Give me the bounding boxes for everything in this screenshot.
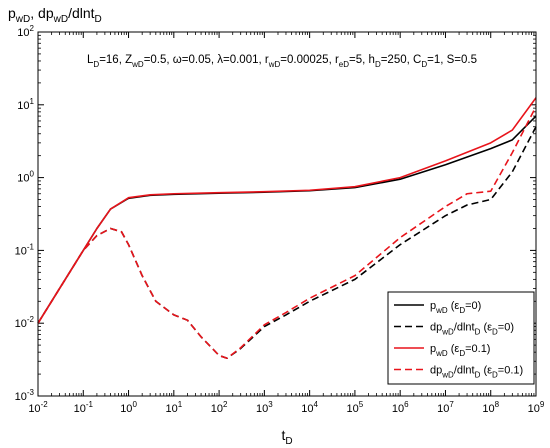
legend-label-part-3-3: D — [475, 371, 481, 380]
legend-label-part-3-4: (ε — [480, 365, 492, 377]
legend-box — [387, 291, 535, 385]
legend-label-part-1-1: wD — [441, 328, 454, 337]
legend-label-part-0-4: =0) — [465, 300, 481, 312]
legend-label-part-3-6: =0.1) — [498, 365, 523, 377]
annotation-part-0-10: =250, C — [381, 54, 422, 66]
legend-label-part-2-4: =0.1) — [465, 343, 490, 355]
axis-ticks: 10-2 10-1 100 101 102 103 104 105 106 107 108 109 10… — [15, 24, 545, 415]
legend-label-part-3-1: wD — [441, 371, 454, 380]
x-tick-label: 10-1 — [74, 400, 94, 415]
legend-label-part-3-2: /dlnt — [454, 365, 475, 377]
annotation-part-0-3: wD — [131, 60, 144, 69]
legend-label-part-1-6: =0) — [498, 322, 514, 334]
legend-label-part-3-0: dp — [430, 365, 442, 377]
x-tick-label: 107 — [437, 400, 454, 415]
y-tick-label: 10-1 — [15, 242, 35, 257]
legend-label-1: dpwD/dlntD (εD=0) — [430, 322, 514, 337]
x-tick-label: 102 — [211, 400, 228, 415]
legend-label-part-2-2: (ε — [448, 343, 460, 355]
legend-label-part-1-3: D — [475, 328, 481, 337]
legend-label-part-2-0: p — [430, 343, 436, 355]
y-tick-label: 101 — [17, 97, 34, 112]
series-line-3 — [37, 106, 537, 360]
annotation-part-0-9: D — [375, 60, 381, 69]
legend-label-part-0-1: wD — [435, 306, 448, 315]
y-tick-label: 102 — [17, 24, 34, 39]
parameter-annotation: LD=16, ZwD=0.5, ω=0.05, λ=0.001, rwD=0.0… — [87, 54, 477, 69]
legend-label-part-0-0: p — [430, 300, 436, 312]
annotation-part-0-4: =0.5, ω=0.05, λ=0.001, r — [144, 54, 269, 66]
legend-label-part-1-0: dp — [430, 322, 442, 334]
plot-frame — [37, 31, 537, 397]
legend-label-part-3-5: D — [492, 371, 498, 380]
legend-label-part-1-4: (ε — [480, 322, 492, 334]
y-tick-label: 10-3 — [15, 388, 35, 403]
legend-label-part-1-5: D — [492, 328, 498, 337]
x-tick-label: 108 — [482, 400, 499, 415]
x-tick-label: 104 — [301, 400, 318, 415]
legend-label-part-0-2: (ε — [448, 300, 460, 312]
y-axis-label: pwD, dpwD/dlntD — [8, 5, 102, 25]
x-tick-label: 100 — [120, 400, 137, 415]
series-line-2 — [37, 97, 537, 324]
legend-label-part-2-1: wD — [435, 349, 448, 358]
x-tick-label: 10-2 — [28, 400, 48, 415]
annotation-part-0-12: =1, S=0.5 — [427, 54, 477, 66]
annotation-part-0-5: wD — [268, 60, 281, 69]
annotation-part-0-2: =16, Z — [99, 54, 132, 66]
annotation-part-0-11: D — [421, 60, 427, 69]
annotation-part-0-7: eD — [339, 60, 349, 69]
series-layer — [37, 97, 537, 360]
x-tick-label: 103 — [256, 400, 273, 415]
annotation-part-0-1: D — [93, 60, 99, 69]
x-tick-label: 101 — [165, 400, 182, 415]
annotation-part-0-6: =0.00025, r — [280, 54, 339, 66]
annotation-part-0-0: L — [87, 54, 94, 66]
legend-label-2: pwD (εD=0.1) — [430, 343, 490, 358]
x-tick-label: 109 — [528, 400, 545, 415]
y-tick-label: 10-2 — [15, 315, 35, 330]
legend: pwD (εD=0)dpwD/dlntD (εD=0)pwD (εD=0.1)d… — [387, 291, 535, 385]
x-tick-label: 105 — [347, 400, 364, 415]
legend-label-part-0-3: D — [459, 306, 465, 315]
legend-label-3: dpwD/dlntD (εD=0.1) — [430, 365, 523, 380]
annotation-part-0-8: =5, h — [349, 54, 375, 66]
legend-label-part-1-2: /dlnt — [454, 322, 475, 334]
legend-label-0: pwD (εD=0) — [430, 300, 481, 315]
x-axis-label: tD — [281, 427, 292, 447]
legend-label-part-2-3: D — [459, 349, 465, 358]
y-tick-label: 100 — [17, 170, 34, 185]
x-tick-label: 106 — [392, 400, 409, 415]
